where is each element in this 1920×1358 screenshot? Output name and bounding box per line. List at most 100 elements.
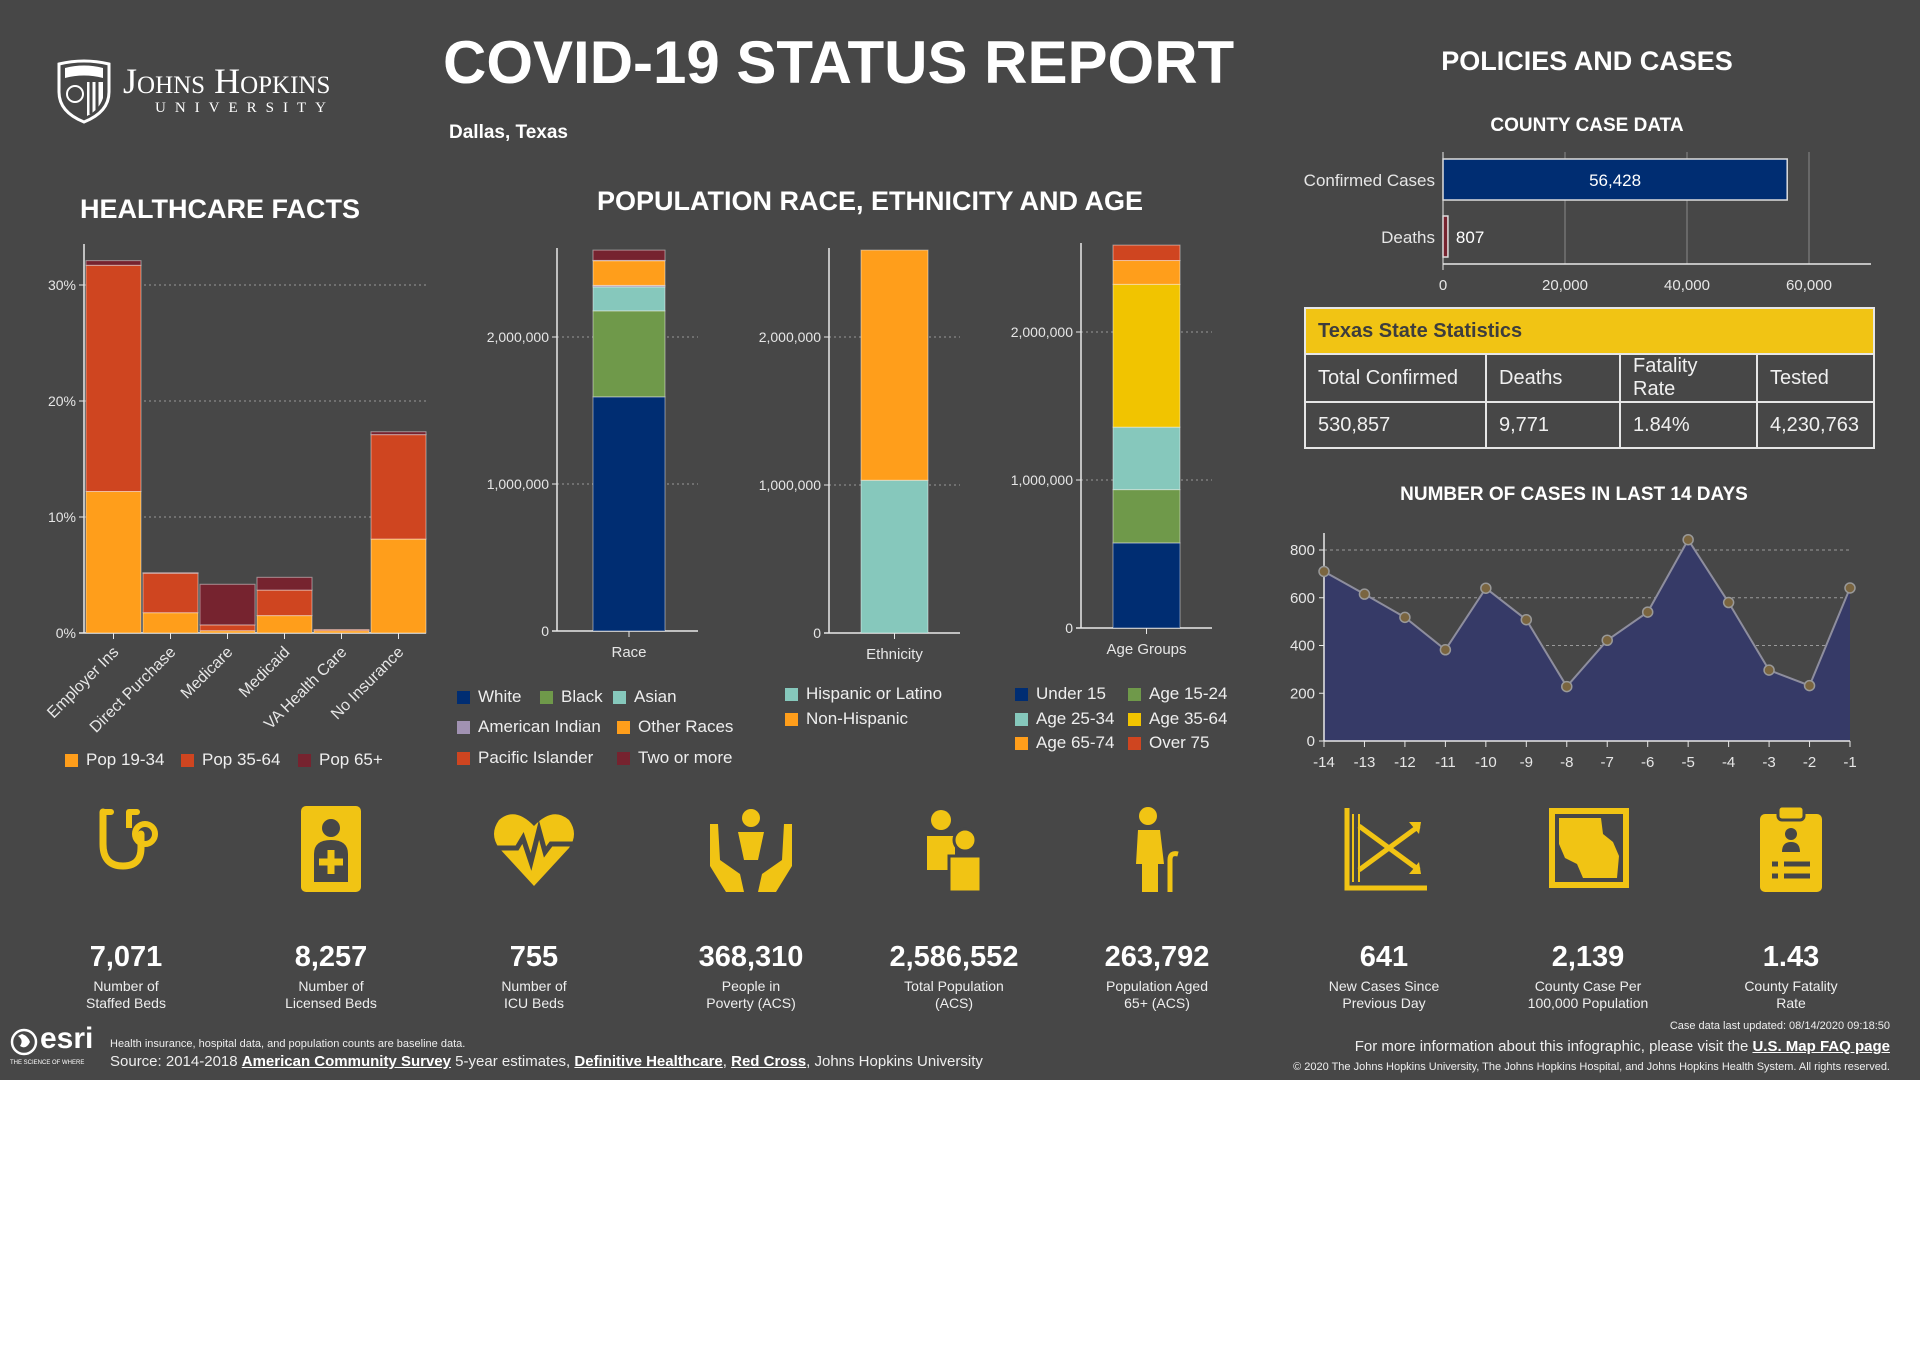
stat-value: 755 xyxy=(509,941,559,973)
header-cell: Tested xyxy=(1756,353,1875,403)
stat-label-line2: Previous Day xyxy=(1342,995,1426,1011)
legend-item: Over 75 xyxy=(1128,733,1209,753)
page-title: COVID-19 STATUS REPORT xyxy=(443,29,1235,96)
esri-tagline: THE SCIENCE OF WHERE xyxy=(10,1060,85,1066)
legend-item: White xyxy=(457,687,521,707)
stat-value: 368,310 xyxy=(698,941,804,973)
source-comma: , xyxy=(722,1053,732,1070)
legend-label: American Indian xyxy=(478,717,601,736)
data-point xyxy=(1439,644,1452,656)
bar-segment-age-15-24 xyxy=(1112,489,1181,544)
legend-item: Hispanic or Latino xyxy=(785,684,942,704)
stat-label-line2: (ACS) xyxy=(934,995,974,1011)
legend-label: Non-Hispanic xyxy=(806,709,909,728)
stat-card: 263,792 Population Aged 65+ (ACS) xyxy=(1057,804,1257,1012)
x-tick-label: -8 xyxy=(1560,754,1573,771)
x-tick-label: -3 xyxy=(1762,754,1775,771)
y-tick-label: 2,000,000 xyxy=(759,329,821,345)
baseline-note: Health insurance, hospital data, and pop… xyxy=(110,1038,466,1050)
x-tick-label: -13 xyxy=(1354,754,1376,771)
legend-item: Black xyxy=(540,687,603,707)
stethoscope-icon xyxy=(99,808,158,870)
category-label: Confirmed Cases xyxy=(1304,171,1435,190)
category-label: Age Groups xyxy=(1106,641,1186,658)
header-cell: Deaths xyxy=(1485,353,1621,403)
legend-swatch xyxy=(1015,712,1028,726)
y-tick-label: 200 xyxy=(1290,685,1315,702)
data-point xyxy=(1844,582,1856,594)
x-tick-label: -9 xyxy=(1520,754,1533,771)
category-label: Deaths xyxy=(1381,228,1435,247)
bar-segment-pop-35-64 xyxy=(85,264,142,492)
header-cell: Total Confirmed xyxy=(1304,353,1487,403)
x-tick-label: 20,000 xyxy=(1542,277,1588,294)
heart-pulse-icon xyxy=(494,814,574,886)
legend-label: Other Races xyxy=(638,717,734,736)
stat-card: 641 New Cases Since Previous Day xyxy=(1284,804,1484,1012)
legend-item: Pop 35-64 xyxy=(181,750,280,770)
legend-label: Pacific Islander xyxy=(478,748,594,767)
x-tick-label: -6 xyxy=(1641,754,1654,771)
value-cell: 9,771 xyxy=(1485,401,1621,449)
legend-item: Asian xyxy=(613,687,677,707)
legend-label: Over 75 xyxy=(1149,733,1210,752)
value-cell: 1.84% xyxy=(1619,401,1758,449)
legend-label: Under 15 xyxy=(1036,684,1106,703)
x-tick-label: -10 xyxy=(1475,754,1497,771)
data-point xyxy=(1561,680,1573,693)
y-tick-label: 20% xyxy=(48,393,76,409)
stat-card: 7,071 Number of Staffed Beds xyxy=(26,804,226,1012)
bar-segment-black xyxy=(592,310,666,398)
bar-segment-pop-19-34 xyxy=(85,490,142,634)
bar-segment-hispanic-or-latino xyxy=(860,479,929,634)
stat-label-line1: New Cases Since xyxy=(1328,978,1440,994)
stat-label: People in Poverty (ACS) xyxy=(651,978,851,1012)
acs-link[interactable]: American Community Survey xyxy=(241,1053,451,1070)
clipboard-icon xyxy=(1760,804,1822,892)
legend-item: American Indian xyxy=(457,717,601,737)
x-tick-label: -4 xyxy=(1722,754,1735,771)
x-tick-label: -1 xyxy=(1843,754,1856,771)
legend-swatch xyxy=(65,753,78,767)
stat-card: 2,586,552 Total Population (ACS) xyxy=(854,804,1054,1012)
helping-hands-icon xyxy=(710,809,792,892)
bar-segment-pop-65- xyxy=(370,431,427,436)
stat-value: 2,139 xyxy=(1551,941,1625,973)
legend-swatch xyxy=(1015,736,1028,750)
y-tick-label: 1,000,000 xyxy=(759,477,821,493)
elderly-person-icon xyxy=(1136,807,1179,892)
location-label: Dallas, Texas xyxy=(449,122,569,143)
bar-segment-asian xyxy=(592,286,666,312)
legend-item: Age 65-74 xyxy=(1015,733,1114,753)
family-icon xyxy=(927,810,983,894)
bar-segment-pop-19-34 xyxy=(256,615,313,634)
definitive-healthcare-link[interactable]: Definitive Healthcare xyxy=(574,1053,723,1070)
y-tick-label: 2,000,000 xyxy=(1011,324,1073,340)
data-point xyxy=(1763,664,1775,676)
legend-label: Age 35-64 xyxy=(1149,709,1228,728)
bar-segment-under-15 xyxy=(1112,542,1181,629)
legend-label: Pop 65+ xyxy=(319,750,383,769)
stat-label: Population Aged 65+ (ACS) xyxy=(1057,978,1257,1012)
bar-segment-two-or-more xyxy=(592,249,666,261)
copyright: © 2020 The Johns Hopkins University, The… xyxy=(1293,1061,1890,1073)
stat-label-line2: ICU Beds xyxy=(504,995,564,1011)
legend-label: White xyxy=(478,687,522,706)
cases-line xyxy=(1323,537,1851,689)
faq-link[interactable]: U.S. Map FAQ page xyxy=(1752,1038,1890,1055)
population-title: POPULATION RACE, ETHNICITY AND AGE xyxy=(596,186,1144,216)
red-cross-link[interactable]: Red Cross xyxy=(731,1053,807,1070)
stat-label-line2: Licensed Beds xyxy=(285,995,377,1011)
category-label: Medicare xyxy=(178,644,237,703)
stat-label-line1: Number of xyxy=(298,978,364,994)
y-tick-label: 0 xyxy=(541,623,549,639)
data-point xyxy=(1399,611,1411,624)
data-point xyxy=(1722,596,1735,609)
x-tick-label: 40,000 xyxy=(1664,277,1710,294)
stat-label: Number of Staffed Beds xyxy=(26,978,226,1012)
value-cell: 4,230,763 xyxy=(1756,401,1875,449)
legend-swatch xyxy=(457,720,470,734)
data-point xyxy=(1601,634,1613,646)
legend-item: Age 15-24 xyxy=(1128,684,1227,704)
